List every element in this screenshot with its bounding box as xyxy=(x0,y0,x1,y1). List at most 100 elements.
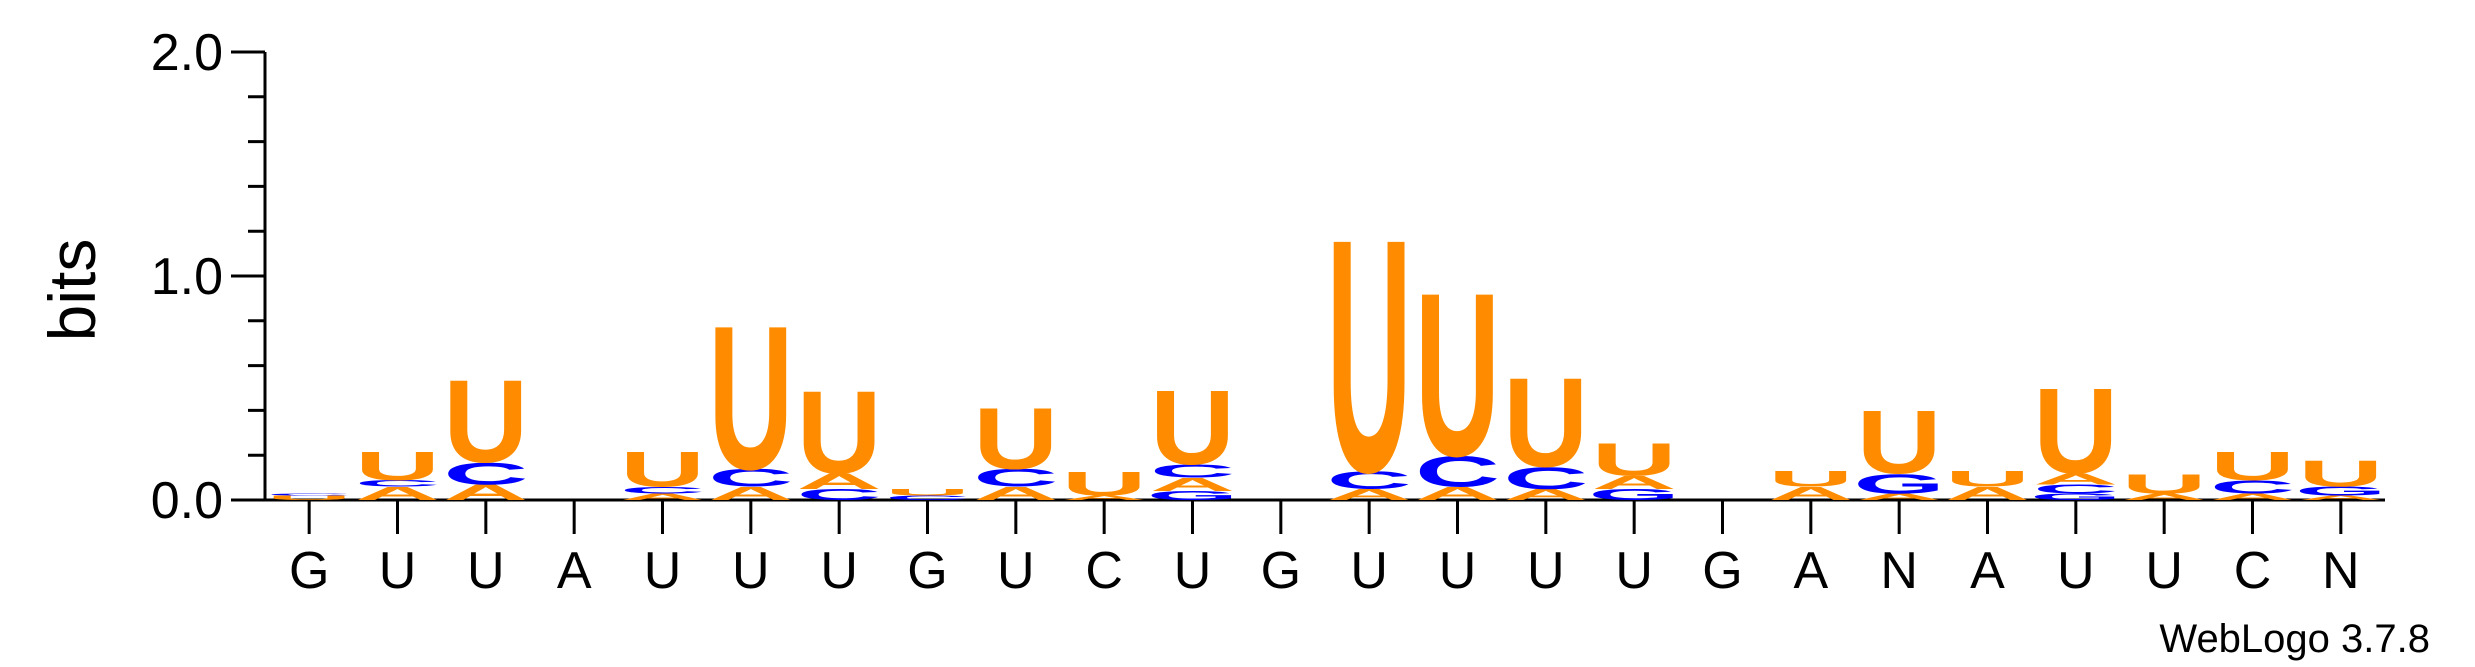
position-stack: ACU xyxy=(355,443,440,504)
position-stack: ACU xyxy=(1415,246,1500,506)
y-tick-label: 2.0 xyxy=(151,24,223,82)
logo-glyph-u: U xyxy=(973,390,1058,488)
logo-glyph-a: A xyxy=(1503,486,1588,503)
x-tick-label: G xyxy=(907,542,947,600)
x-tick-label: C xyxy=(2234,542,2272,600)
logo-glyph-u: U xyxy=(2298,453,2383,495)
logo-glyph-c: C xyxy=(1503,461,1588,496)
x-tick-label: U xyxy=(997,542,1035,600)
logo-glyph-u: U xyxy=(355,443,440,488)
logo-glyph-a: A xyxy=(2033,470,2118,487)
logo-glyph-c: C xyxy=(443,457,528,492)
logo-glyph-a: A xyxy=(1062,494,1147,501)
logo-glyph-u: U xyxy=(1592,433,1677,485)
weblogo-credit: WebLogo 3.7.8 xyxy=(2159,617,2430,661)
position-stack: ACU xyxy=(620,442,705,502)
logo-glyph-a: A xyxy=(443,480,528,504)
logo-glyph-g: G xyxy=(2295,484,2387,498)
position-stack: AU xyxy=(2122,468,2207,502)
logo-glyph-c: C xyxy=(1327,467,1412,495)
x-tick-label: U xyxy=(1350,542,1388,600)
logo-glyph-u: U xyxy=(2122,468,2207,499)
x-tick-label: U xyxy=(379,542,417,600)
logo-glyph-a: A xyxy=(1415,483,1500,504)
position-stack: ACU xyxy=(2210,443,2295,502)
x-tick-label: A xyxy=(1970,542,2005,600)
position-stack: AU xyxy=(1768,467,1853,504)
x-tick-label: U xyxy=(644,542,682,600)
logo-glyph-u: U xyxy=(2033,365,2118,500)
x-tick-label: C xyxy=(1085,542,1123,600)
x-tick-label: G xyxy=(1261,542,1301,600)
logo-glyph-u: U xyxy=(1857,392,1942,493)
x-tick-label: G xyxy=(289,542,329,600)
position-stack: AU xyxy=(1945,467,2030,504)
x-tick-label: U xyxy=(467,542,505,600)
logo-glyph-u: U xyxy=(708,283,793,512)
logo-glyph-u: U xyxy=(1945,467,2030,491)
y-axis-title: bits xyxy=(35,239,109,342)
logo-glyph-a: A xyxy=(355,483,440,504)
logo-glyph-a: A xyxy=(2210,492,2295,503)
position-stack: UC xyxy=(267,493,352,502)
logo-glyph-u: U xyxy=(2210,443,2295,488)
position-stack: ACU xyxy=(1327,170,1412,542)
logo-glyph-u: U xyxy=(1150,369,1235,487)
x-tick-label: A xyxy=(557,542,592,600)
x-tick-label: U xyxy=(1174,542,1212,600)
logo-glyph-a: A xyxy=(1327,486,1412,503)
x-tick-label: U xyxy=(1527,542,1565,600)
logo-glyph-c: C xyxy=(267,493,352,496)
logo-glyph-c: C xyxy=(2033,482,2118,496)
logo-glyph-a: A xyxy=(1592,472,1677,493)
x-tick-label: N xyxy=(1880,542,1918,600)
position-stack: CAU xyxy=(797,367,882,503)
logo-glyph-c: C xyxy=(885,494,970,501)
logo-glyph-a: A xyxy=(1150,474,1235,495)
x-tick-label: U xyxy=(1615,542,1653,600)
logo-glyph-a: A xyxy=(620,492,705,503)
logo-glyph-c: C xyxy=(973,464,1058,492)
logo-glyph-c: C xyxy=(2210,476,2295,497)
x-tick-label: N xyxy=(2322,542,2360,600)
position-stack: AU xyxy=(1062,465,1147,503)
x-tick-label: G xyxy=(1702,542,1742,600)
logo-glyph-c: C xyxy=(1415,447,1500,496)
logo-glyph-a: A xyxy=(1857,492,1942,503)
logo-glyph-a: A xyxy=(1945,483,2030,504)
x-tick-label: U xyxy=(2057,542,2095,600)
logo-glyph-g: G xyxy=(1853,468,1945,499)
logo-glyph-u: U xyxy=(1062,465,1147,503)
position-stack: ACU xyxy=(443,356,528,505)
logo-glyph-u: U xyxy=(1415,246,1500,506)
logo-glyph-u: U xyxy=(1503,352,1588,494)
x-tick-label: U xyxy=(820,542,858,600)
position-stack: AGU xyxy=(2295,453,2387,502)
logo-glyph-u: U xyxy=(1768,467,1853,491)
logo-glyph-a: A xyxy=(797,469,882,493)
position-stack: ACU xyxy=(1503,352,1588,503)
position-stack: CU xyxy=(885,487,970,501)
y-axis: 0.0 1.0 2.0 xyxy=(151,24,267,530)
logo-glyph-g: G xyxy=(1147,489,1239,503)
logo-glyph-c: C xyxy=(620,485,705,496)
logo-glyph-g: G xyxy=(1588,486,1680,503)
logo-glyph-c: C xyxy=(355,478,440,489)
logo-glyph-a: A xyxy=(2298,494,2383,501)
logo-glyph-u: U xyxy=(797,367,882,499)
logo-glyph-a: A xyxy=(1768,483,1853,504)
logo-glyph-u: U xyxy=(620,442,705,498)
position-stack: GAU xyxy=(1588,433,1680,503)
logo-glyph-c: C xyxy=(1150,461,1235,482)
x-tick-label: U xyxy=(732,542,770,600)
logo-glyph-c: C xyxy=(797,486,882,503)
logo-glyph-u: U xyxy=(1327,170,1412,542)
x-tick-label: A xyxy=(1793,542,1828,600)
logo-glyph-a: A xyxy=(2122,492,2207,503)
logo-glyph-g: G xyxy=(2030,492,2122,503)
